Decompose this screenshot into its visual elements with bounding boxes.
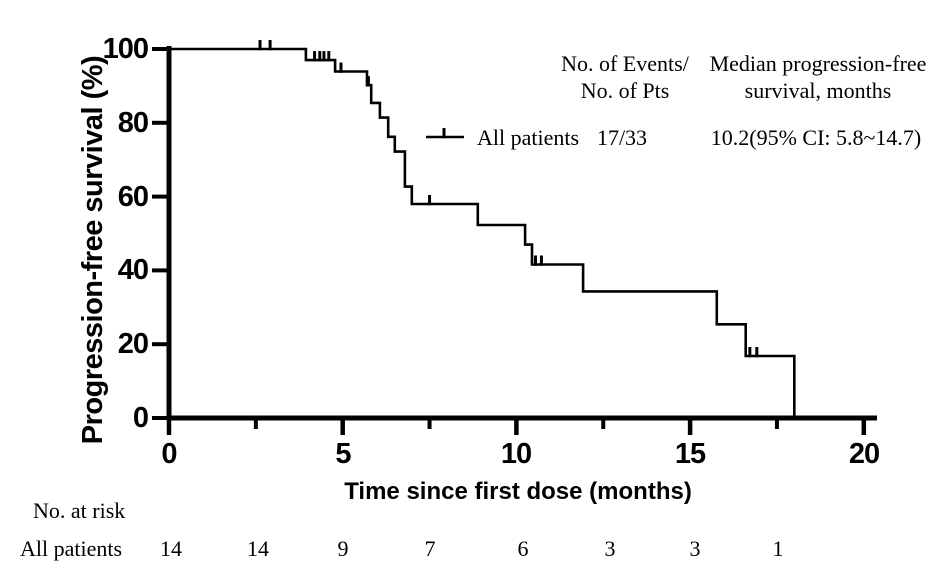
risk-table-title: No. at risk <box>33 498 126 523</box>
x-tick-label-10: 10 <box>500 438 532 470</box>
y-tick-label-40: 40 <box>117 254 149 286</box>
legend-col2-header-line1: Median progression-free <box>709 51 927 76</box>
risk-count-t0: 14 <box>160 536 182 561</box>
x-tick-label-15: 15 <box>674 438 706 470</box>
risk-count-t15: 3 <box>689 536 701 561</box>
legend-col1-header-line2: No. of Pts <box>580 78 670 103</box>
x-axis-title: Time since first dose (months) <box>344 478 692 505</box>
y-tick-label-80: 80 <box>117 107 149 139</box>
legend-events-value: 17/33 <box>596 125 648 150</box>
risk-count-t12-5: 3 <box>604 536 616 561</box>
y-tick-label-60: 60 <box>117 181 149 213</box>
survival-curve <box>169 47 796 418</box>
legend-series-label: All patients <box>477 125 580 150</box>
y-tick-label-0: 0 <box>132 402 149 434</box>
x-tick-label-20: 20 <box>848 438 880 470</box>
risk-count-t17-5: 1 <box>772 536 784 561</box>
legend-col2-header-line2: survival, months <box>744 78 892 103</box>
y-tick-label-100: 100 <box>102 33 149 65</box>
x-tick-label-0: 0 <box>161 438 177 470</box>
x-tick-label-5: 5 <box>335 438 351 470</box>
legend-col1-header-line1: No. of Events/ <box>561 51 689 76</box>
legend-median-value: 10.2(95% CI: 5.8~14.7) <box>710 125 922 150</box>
y-tick-label-20: 20 <box>117 328 149 360</box>
risk-table-row-label: All patients <box>20 536 123 561</box>
risk-count-t5: 9 <box>337 536 349 561</box>
risk-count-t2-5: 14 <box>247 536 269 561</box>
risk-count-t10: 6 <box>517 536 529 561</box>
risk-count-t7-5: 7 <box>424 536 436 561</box>
